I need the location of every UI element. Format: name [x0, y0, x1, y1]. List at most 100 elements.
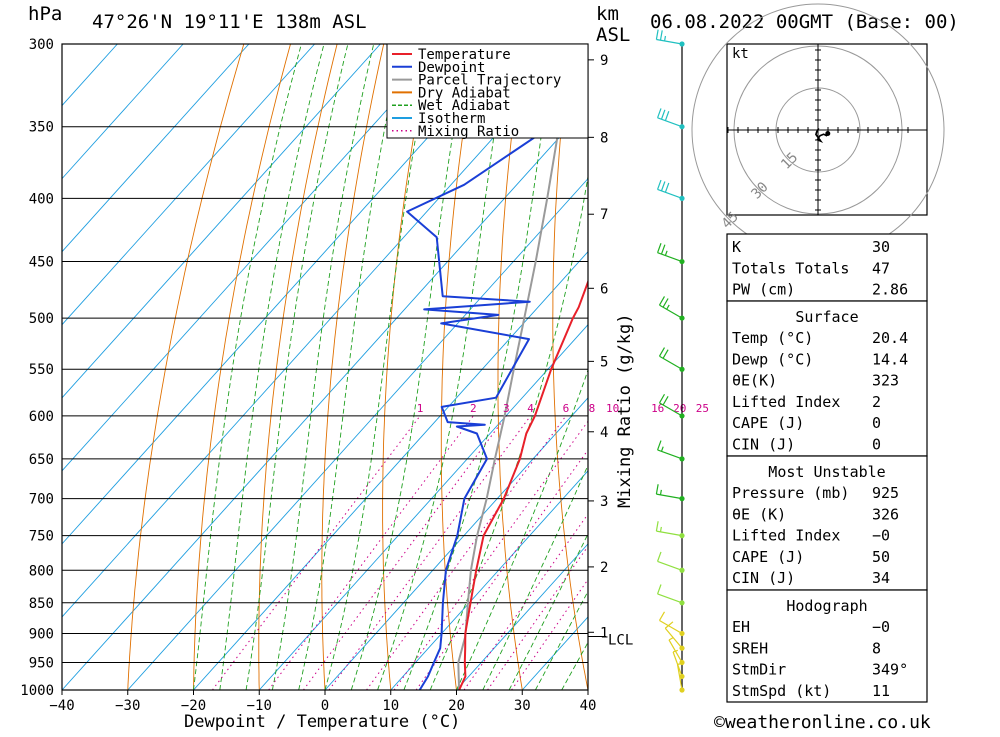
wind-level-dot	[679, 660, 684, 665]
wind-barb-flag	[659, 348, 664, 357]
most-unstable-value: 925	[872, 484, 899, 502]
wind-barb-flag	[656, 484, 658, 494]
credit-label: ©weatheronline.co.uk	[714, 712, 931, 733]
pressure-tick-label: 850	[29, 596, 54, 612]
pressure-tick-label: 700	[29, 492, 54, 508]
isotherm-line	[0, 44, 512, 690]
wind-barb-flag	[656, 521, 658, 531]
wind-level-dot	[679, 456, 684, 461]
surface-value: 14.4	[872, 350, 908, 368]
wind-barb-flag	[661, 245, 664, 254]
hodograph-stat-value: 8	[872, 639, 881, 657]
pressure-tick-label: 800	[29, 563, 54, 579]
index-label: PW (cm)	[732, 281, 795, 299]
mixing-ratio-line	[488, 416, 680, 690]
wet-adiabat-line	[457, 44, 670, 690]
table-title: Hodograph	[786, 597, 867, 615]
wind-level-dot	[679, 413, 684, 418]
wind-barb	[659, 620, 682, 633]
wet-adiabat-line	[483, 44, 735, 690]
temperature-line	[459, 44, 683, 690]
wind-level-dot	[679, 533, 684, 538]
km-tick-label: 2	[600, 560, 608, 576]
mixing-ratio-label: 4	[527, 402, 534, 415]
wind-barb-flag	[658, 441, 661, 450]
wind-barb-flag	[660, 490, 661, 495]
wind-barb-flag	[665, 36, 666, 41]
pressure-tick-label: 600	[29, 409, 54, 425]
most-unstable-label: Pressure (mb)	[732, 484, 849, 502]
hodograph-stat-label: StmSpd (kt)	[732, 682, 831, 700]
wind-barb-flag	[658, 180, 661, 189]
wind-barb-flag	[661, 447, 663, 452]
mixing-ratio-label: 16	[651, 402, 664, 415]
wind-barb-flag	[667, 305, 670, 309]
wind-profile	[656, 30, 684, 693]
most-unstable-label: Lifted Index	[732, 527, 840, 545]
hodograph-stat-label: StmDir	[732, 661, 786, 679]
x-tick-label: 40	[580, 698, 597, 714]
mixing-ratio-line	[303, 416, 506, 690]
wind-level-dot	[679, 568, 684, 573]
dry-adiabat-line	[658, 0, 720, 690]
dry-adiabat-line	[128, 0, 275, 690]
most-unstable-label: CIN (J)	[732, 569, 795, 587]
km-tick-label: 9	[600, 53, 608, 69]
wind-level-dot	[679, 259, 684, 264]
mixing-ratio-axis-title: Mixing Ratio (g/kg)	[615, 314, 635, 508]
pressure-tick-label: 750	[29, 529, 54, 545]
wind-barb	[658, 118, 682, 127]
mixing-ratio-line	[269, 416, 474, 690]
pressure-unit-label: hPa	[28, 3, 62, 25]
isotherm-line	[0, 44, 117, 690]
index-label: K	[732, 238, 741, 256]
km-tick-label: 6	[600, 281, 608, 297]
wind-barb-flag	[665, 251, 667, 256]
isotherm-line	[194, 44, 775, 690]
mixing-ratio-label: 6	[563, 402, 570, 415]
wind-barb	[658, 253, 682, 262]
wind-barb-flag	[665, 111, 668, 120]
hodograph-stat-value: 11	[872, 682, 890, 700]
index-value: 47	[872, 259, 890, 277]
wind-barb-flag	[661, 181, 664, 190]
wind-barb-flag	[661, 110, 664, 119]
surface-value: 2	[872, 393, 881, 411]
hodograph-stat-value: −0	[872, 618, 890, 636]
wind-barb-flag	[663, 299, 668, 308]
wind-barb	[658, 594, 682, 603]
most-unstable-value: −0	[872, 527, 890, 545]
km-tick-label: 4	[600, 425, 608, 441]
dewpoint-line	[407, 44, 630, 690]
axes: 3003504004505005506006507007508008509009…	[20, 37, 633, 714]
height-unit-asl-label: ASL	[596, 24, 630, 46]
table-title: Most Unstable	[768, 463, 885, 481]
wind-barb-flag	[665, 183, 668, 192]
mixing-ratio-label: 3	[503, 402, 510, 415]
wind-barb-flag	[663, 396, 668, 405]
index-label: Totals Totals	[732, 259, 849, 277]
legend-entry: Mixing Ratio	[418, 124, 519, 140]
wind-barb	[656, 494, 682, 499]
wind-barb-flag	[659, 612, 664, 621]
wind-level-dot	[679, 687, 684, 692]
wet-adiabat-line	[404, 44, 555, 690]
pressure-tick-label: 350	[29, 120, 54, 136]
surface-value: 0	[872, 414, 881, 432]
most-unstable-label: θE (K)	[732, 505, 786, 523]
mixing-ratio-line	[329, 416, 531, 690]
wind-barb-flag	[658, 552, 661, 561]
most-unstable-value: 34	[872, 569, 890, 587]
wind-level-dot	[679, 646, 684, 651]
table-title: Surface	[795, 308, 858, 326]
mixing-ratio-label: 25	[696, 402, 709, 415]
surface-label: Lifted Index	[732, 393, 840, 411]
km-tick-label: 5	[600, 354, 608, 370]
most-unstable-value: 326	[872, 505, 899, 523]
pressure-tick-label: 650	[29, 452, 54, 468]
wet-adiabat-line	[430, 44, 608, 690]
